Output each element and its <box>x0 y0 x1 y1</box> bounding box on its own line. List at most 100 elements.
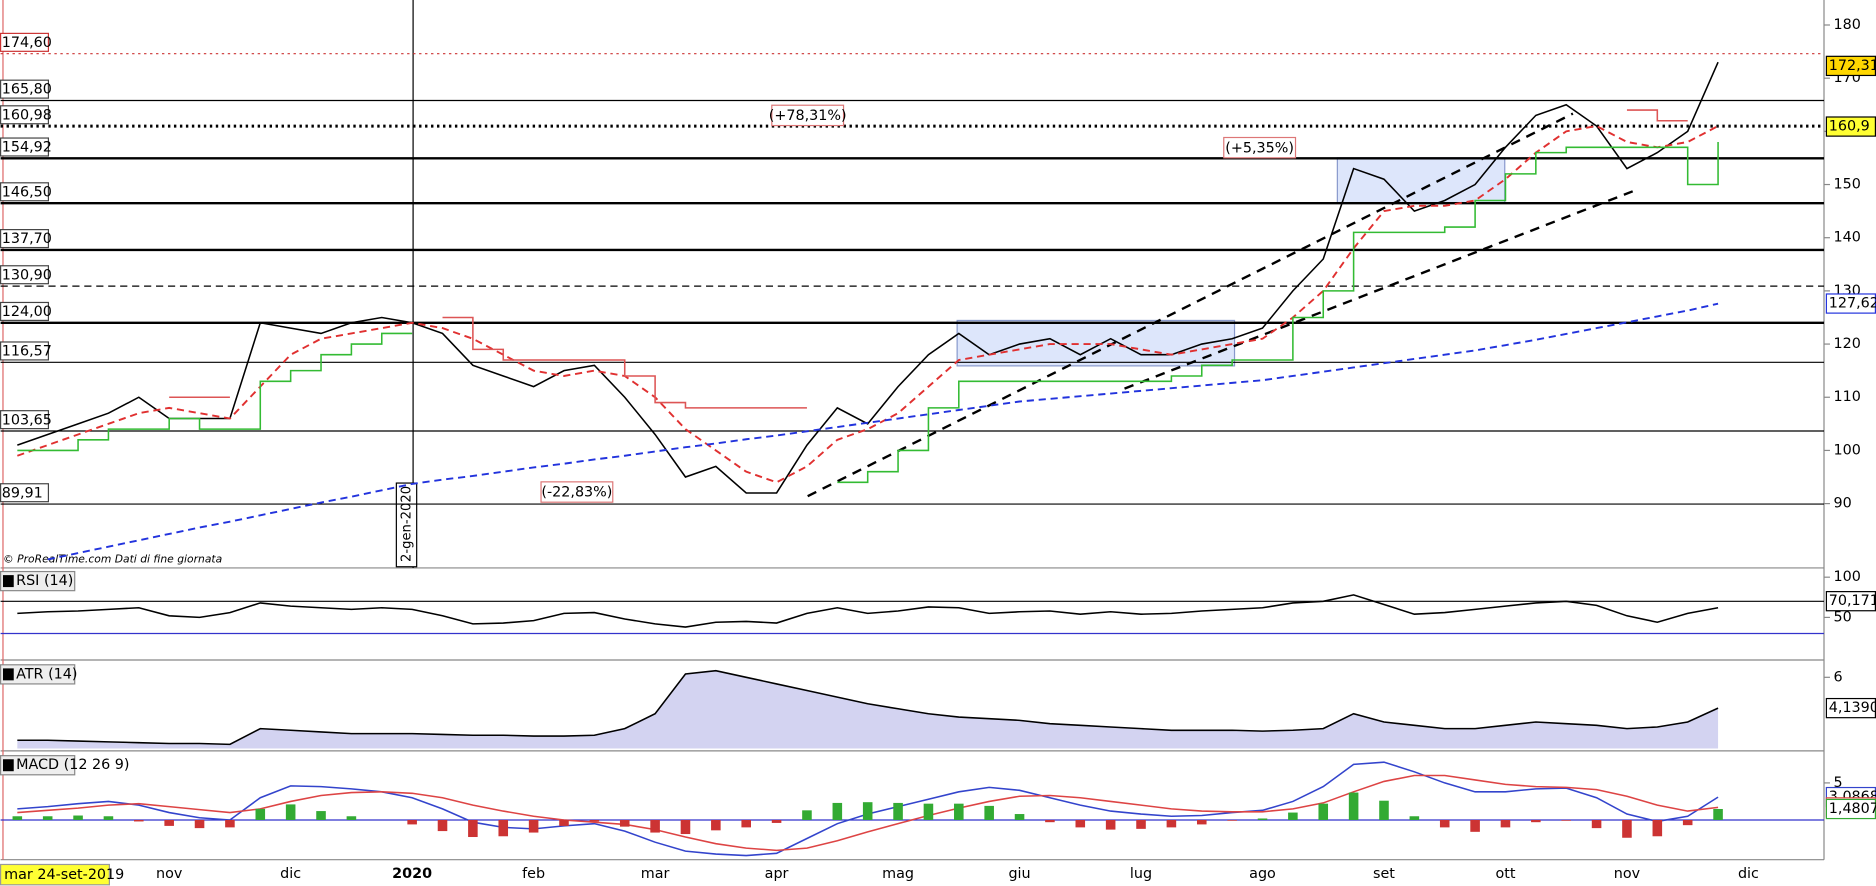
histogram-bar <box>407 819 417 825</box>
series-line <box>17 141 1719 484</box>
level-label-box <box>0 265 50 285</box>
histogram-bar <box>1591 819 1602 829</box>
panel-label-swatch <box>2 759 14 772</box>
y-tick-label: 6 <box>1834 669 1843 685</box>
histogram-bar <box>619 819 630 827</box>
x-tick-label: nov <box>1614 866 1641 882</box>
level-label: 103,65 <box>2 412 52 428</box>
level-label-box <box>0 105 50 125</box>
x-tick-label: mag <box>882 866 914 882</box>
series-line <box>17 774 1719 852</box>
histogram-bar <box>164 819 174 826</box>
annotation: (+5,35%) <box>1225 140 1294 156</box>
panel-title: MACD (12 26 9) <box>16 757 129 773</box>
y-tick-label: 110 <box>1834 389 1861 405</box>
annotation: (+78,31%) <box>769 108 847 124</box>
histogram-bar <box>1348 792 1359 820</box>
histogram-bar <box>225 819 235 828</box>
histogram-bar <box>771 819 782 823</box>
histogram-bar <box>832 802 843 820</box>
histogram-bar <box>468 819 478 838</box>
cursor-label-box <box>0 863 110 886</box>
price-label-box <box>1825 697 1876 719</box>
histogram-bar <box>680 819 691 835</box>
histogram-bar <box>1652 819 1663 837</box>
y-tick-label: 140 <box>1834 230 1861 246</box>
histogram-bar <box>711 819 721 831</box>
level-label-box <box>0 301 50 322</box>
histogram-bar <box>103 816 114 820</box>
price-label: 70,171 <box>1829 593 1876 609</box>
price-label-box <box>1825 55 1876 77</box>
series-line <box>17 125 1719 484</box>
x-tick-label: dic <box>1738 866 1759 882</box>
histogram-bar <box>1105 819 1116 830</box>
histogram-bar <box>194 819 205 829</box>
price-label: 172,31 <box>1829 58 1876 74</box>
histogram-bar <box>346 816 357 820</box>
histogram-bar <box>954 803 964 820</box>
histogram-bar <box>741 819 751 828</box>
x-tick-label: ago <box>1249 866 1276 882</box>
y-tick-label: 5 <box>1834 775 1843 791</box>
histogram-bar <box>528 819 539 833</box>
histogram-bar <box>1470 819 1480 832</box>
panel-label-box <box>0 664 76 685</box>
y-tick-label: 50 <box>1834 609 1852 625</box>
price-label-box <box>1825 798 1876 820</box>
panel-label-swatch <box>2 668 14 681</box>
histogram-bar <box>1288 812 1298 820</box>
histogram-bar <box>42 816 53 820</box>
price-label-box <box>1825 293 1876 314</box>
level-label-box <box>0 341 50 361</box>
price-label: 1,4807 <box>1829 801 1876 817</box>
histogram-bar <box>1500 819 1511 828</box>
y-tick-label: 100 <box>1834 442 1861 458</box>
histogram-bar <box>802 810 812 820</box>
level-label: 130,90 <box>2 267 52 283</box>
level-label: 160,98 <box>2 107 52 123</box>
histogram-bar <box>285 804 296 820</box>
histogram-bar <box>498 819 509 837</box>
series-line <box>17 669 1719 746</box>
y-tick-label: 180 <box>1834 17 1861 33</box>
level-label-box <box>0 137 50 157</box>
trend-line <box>1124 190 1634 390</box>
price-label-box <box>1825 591 1876 612</box>
level-label: 146,50 <box>2 184 52 200</box>
level-label-box <box>0 483 50 503</box>
date-marker: 2-gen-2020 <box>400 486 415 562</box>
level-label: 174,60 <box>2 35 52 51</box>
annotation-box <box>540 481 614 503</box>
histogram-bar <box>1379 800 1389 820</box>
x-tick-label: ott <box>1495 866 1515 882</box>
histogram-bar <box>1257 818 1268 820</box>
histogram-bar <box>650 819 660 833</box>
x-tick-label: lug <box>1130 866 1152 882</box>
panel-title: RSI (14) <box>16 573 73 589</box>
histogram-bar <box>862 802 873 820</box>
panel-title: ATR (14) <box>16 666 77 682</box>
panel-label-box <box>0 755 76 776</box>
histogram-bar <box>1075 819 1086 828</box>
series-line <box>17 594 1719 628</box>
y-tick-label: 90 <box>1834 496 1852 512</box>
y-tick-label: 100 <box>1834 569 1861 585</box>
x-tick-label: nov <box>156 866 183 882</box>
level-label-box <box>0 229 50 249</box>
trend-line <box>807 112 1574 498</box>
histogram-bar <box>1136 819 1146 829</box>
histogram-bar <box>437 819 448 832</box>
histogram-bar <box>1014 814 1025 820</box>
cursor-label: mar 24-set-2019 <box>4 867 124 883</box>
price-label-box <box>1825 116 1876 137</box>
level-label-box <box>0 410 50 430</box>
level-label: 154,92 <box>2 140 52 156</box>
source-note: © ProRealTime.com Dati di fine giornata <box>3 553 222 566</box>
x-tick-label: dic <box>280 866 301 882</box>
level-label: 137,70 <box>2 231 52 247</box>
histogram-bar <box>984 805 994 820</box>
histogram-bar <box>73 815 83 820</box>
